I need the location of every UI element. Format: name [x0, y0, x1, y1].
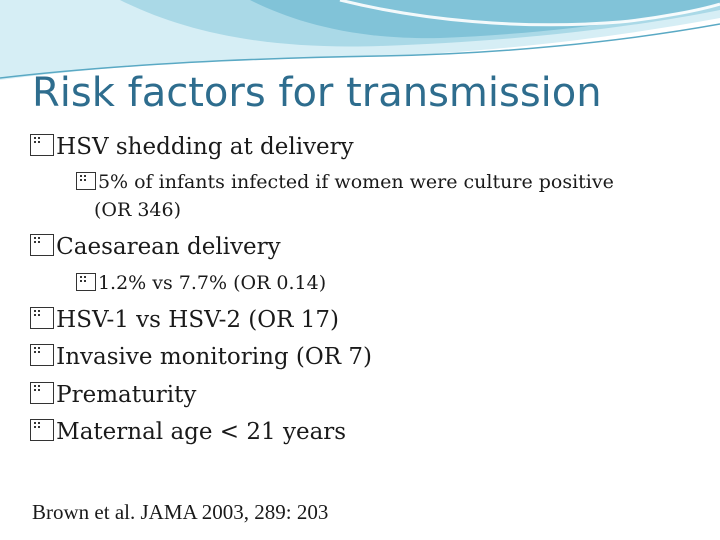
bullet-glyph-icon — [76, 171, 96, 190]
bullet-item: Invasive monitoring (OR 7) — [30, 344, 372, 370]
bullet-text: HSV shedding at delivery — [56, 134, 354, 160]
header-wave-decoration — [0, 0, 720, 85]
bullet-text: 1.2% vs 7.7% (OR 0.14) — [97, 272, 327, 294]
sub-bullet-continuation: (OR 346) — [94, 199, 182, 221]
bullet-glyph-icon — [30, 307, 55, 329]
bullet-text: Invasive monitoring (OR 7) — [56, 344, 372, 370]
bullet-item: Maternal age < 21 years — [30, 419, 346, 445]
bullet-glyph-icon — [30, 234, 55, 256]
bullet-item: Prematurity — [30, 382, 196, 408]
bullet-glyph-icon — [76, 272, 96, 291]
slide-title: Risk factors for transmission — [32, 70, 602, 116]
bullet-glyph-icon — [30, 344, 55, 366]
citation: Brown et al. JAMA 2003, 289: 203 — [32, 500, 329, 524]
bullet-glyph-icon — [30, 382, 55, 404]
sub-bullet-item: 5% of infants infected if women were cul… — [76, 171, 614, 193]
bullet-text: Caesarean delivery — [56, 234, 281, 260]
bullet-text: 5% of infants infected if women were cul… — [97, 171, 614, 193]
bullet-text: HSV-1 vs HSV-2 (OR 17) — [56, 307, 340, 333]
sub-bullet-item: 1.2% vs 7.7% (OR 0.14) — [76, 272, 326, 294]
bullet-glyph-icon — [30, 134, 55, 156]
bullet-item: HSV-1 vs HSV-2 (OR 17) — [30, 307, 339, 333]
bullet-text: Maternal age < 21 years — [56, 419, 347, 445]
bullet-glyph-icon — [30, 419, 55, 441]
bullet-item: HSV shedding at delivery — [30, 134, 354, 160]
bullet-item: Caesarean delivery — [30, 234, 281, 260]
bullet-text: Prematurity — [56, 382, 197, 408]
